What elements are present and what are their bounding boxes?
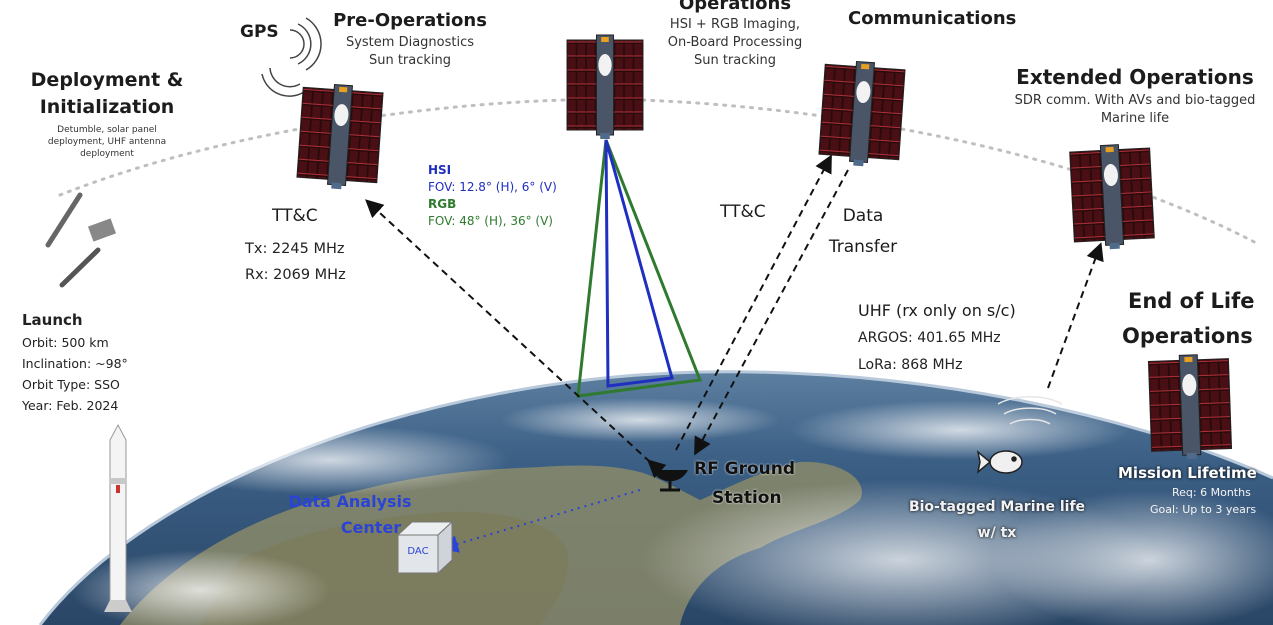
communications-title: Communications (848, 8, 1017, 29)
deployment-desc-1: Detumble, solar panel (57, 125, 157, 135)
data-analysis-line-1: Data Analysis (288, 492, 412, 511)
mission-lifetime-req: Req: 6 Months (1172, 486, 1251, 499)
operations-title: Operations (678, 0, 792, 14)
deployment-desc-2: deployment, UHF antenna (47, 137, 167, 147)
mission-lifetime-goal: Goal: Up to 3 years (1150, 503, 1257, 516)
marine-line-1: Bio-tagged Marine life (908, 499, 1086, 515)
launch-block: Launch Orbit: 500 km Inclination: ~98° O… (22, 308, 128, 416)
marine-block: Bio-tagged Marine life w/ tx (882, 494, 1112, 546)
uhf-title: UHF (rx only on s/c) (858, 301, 1016, 320)
pre-operations-title: Pre-Operations (333, 10, 487, 31)
launch-orbit: Orbit: 500 km (22, 335, 109, 350)
satellite-communications (817, 58, 906, 170)
satellite-extended-operations (1068, 142, 1156, 252)
end-of-life-line-2: Operations (1122, 324, 1253, 348)
pre-operations-line-1: System Diagnostics (345, 35, 475, 50)
end-of-life-line-1: End of Life (1128, 289, 1255, 313)
deployment-title: Deployment & (30, 69, 184, 91)
data-transfer-block: Data Transfer (818, 200, 908, 262)
marine-line-2: w/ tx (977, 525, 1017, 541)
satellite-end-of-life (1147, 353, 1233, 461)
uhf-block: UHF (rx only on s/c) ARGOS: 401.65 MHz L… (858, 298, 1016, 378)
operations-block: Operations HSI + RGB Imaging, On-Board P… (650, 0, 820, 70)
extended-operations-block: Extended Operations SDR comm. With AVs a… (1000, 62, 1270, 128)
launch-orbit-type: Orbit Type: SSO (22, 377, 120, 392)
comm-links (365, 154, 1104, 479)
ttc-left-tx: Tx: 2245 MHz (245, 241, 345, 257)
dac-box-label: DAC (407, 546, 429, 557)
mission-lifetime-title: Mission Lifetime (1118, 464, 1257, 482)
end-of-life-block: End of Life Operations (1112, 282, 1273, 352)
data-transfer-line-2: Transfer (828, 237, 898, 257)
uhf-argos: ARGOS: 401.65 MHz (858, 330, 1001, 346)
ttc-left-title: TT&C (272, 206, 318, 226)
ground-station-block: RF Ground Station (694, 455, 795, 513)
ttc-left-block: TT&C (272, 202, 318, 230)
launch-title: Launch (22, 311, 83, 329)
extended-operations-line-1: SDR comm. With AVs and bio-tagged (1014, 93, 1256, 108)
rgb-fov: FOV: 48° (H), 36° (V) (428, 214, 553, 228)
fish-icon (976, 450, 1023, 474)
pre-operations-line-2: Sun tracking (368, 53, 452, 68)
ttc-left-rx: Rx: 2069 MHz (245, 267, 346, 283)
mission-lifetime-block: Mission Lifetime Req: 6 Months Goal: Up … (1118, 462, 1257, 518)
hsi-fov: FOV: 12.8° (H), 6° (V) (428, 180, 557, 194)
data-transfer-line-1: Data (842, 206, 884, 226)
deployment-title-2: Initialization (39, 96, 175, 118)
deployment-block: Deployment & Initialization Detumble, so… (22, 66, 192, 160)
ground-station-dish-icon (652, 470, 688, 492)
deployment-sketch (45, 192, 117, 288)
extended-operations-line-2: Marine life (1100, 111, 1170, 126)
satellite-operations (566, 34, 644, 140)
ground-station-line-2: Station (712, 488, 782, 508)
ground-station-line-1: RF Ground (694, 459, 796, 479)
rgb-fov-cone (576, 139, 703, 398)
launch-year: Year: Feb. 2024 (22, 398, 119, 413)
ttc-right-title: TT&C (720, 202, 766, 222)
deployment-desc-3: deployment (80, 149, 134, 159)
gps-label: GPS (240, 22, 279, 42)
fov-block: HSI FOV: 12.8° (H), 6° (V) RGB FOV: 48° … (428, 162, 557, 230)
hsi-fov-cone (604, 139, 674, 388)
operations-line-1: HSI + RGB Imaging, (669, 17, 801, 32)
operations-line-3: Sun tracking (693, 53, 777, 68)
rocket-icon (104, 423, 132, 612)
extended-operations-title: Extended Operations (1016, 65, 1254, 89)
tag-signal-icon (997, 396, 1063, 425)
rgb-label: RGB (428, 197, 457, 211)
satellite-pre-operations (295, 81, 384, 193)
data-analysis-line-2: Center (340, 518, 402, 537)
gps-signal-icon (261, 17, 322, 97)
uhf-lora: LoRa: 868 MHz (858, 357, 963, 373)
dac-box-icon (396, 520, 454, 575)
operations-line-2: On-Board Processing (667, 35, 803, 50)
ttc-left-freqs: Tx: 2245 MHz Rx: 2069 MHz (245, 236, 346, 288)
launch-inclination: Inclination: ~98° (22, 356, 128, 371)
pre-operations-block: Pre-Operations System Diagnostics Sun tr… (320, 8, 500, 70)
hsi-label: HSI (428, 163, 452, 177)
data-analysis-block: Data Analysis Center (270, 489, 430, 541)
